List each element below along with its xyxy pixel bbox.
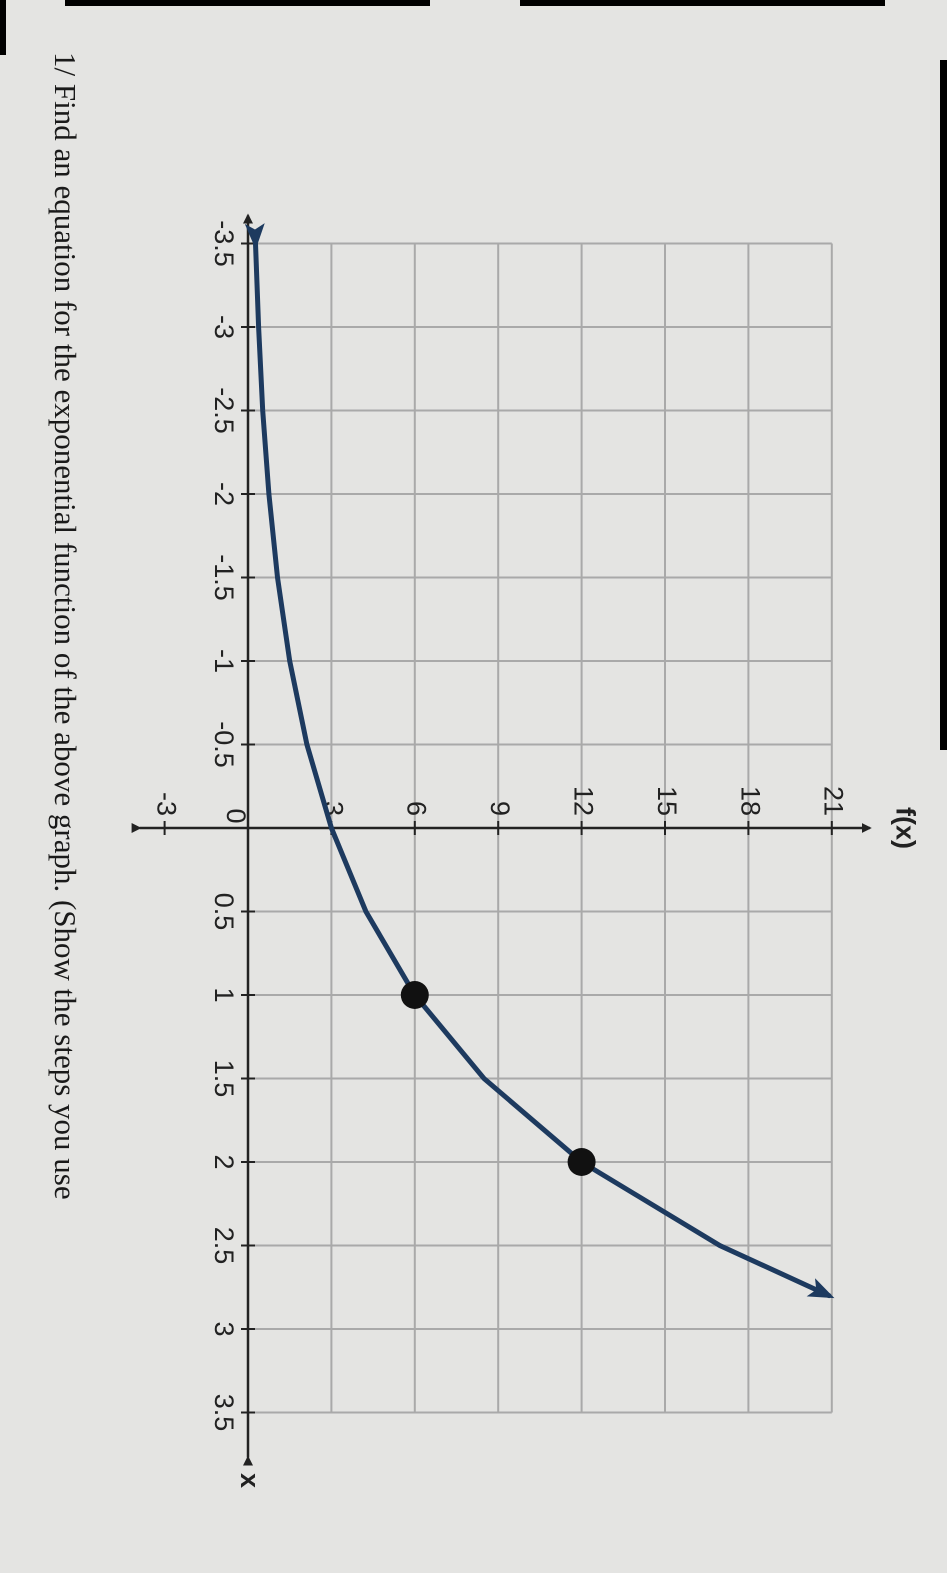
x-tick-label: 2.5	[209, 1227, 239, 1265]
edge-bar	[0, 0, 6, 55]
point	[567, 1148, 596, 1176]
x-tick-label: 1.5	[209, 1060, 239, 1098]
x-tick-label: -1	[209, 649, 239, 673]
x-tick-label: -3	[209, 315, 239, 339]
x-axis-title: x	[235, 1473, 265, 1488]
y-tick-label: 21	[819, 786, 849, 816]
edge-bar	[65, 0, 430, 6]
x-tick-label: 3.5	[209, 1394, 239, 1432]
edge-bar	[520, 0, 885, 6]
y-tick-label: 18	[735, 786, 765, 816]
x-tick-label: -2	[209, 482, 239, 506]
x-tick-label: 1	[209, 987, 239, 1002]
x-tick-label: -0.5	[209, 721, 239, 768]
x-tick-label: 2	[209, 1154, 239, 1169]
x-tick-label: -3.5	[209, 220, 239, 267]
x-tick-label: -1.5	[209, 554, 239, 601]
y-tick-label: 6	[402, 801, 432, 816]
y-axis-title: f(x)	[891, 807, 921, 849]
x-tick-label: 0.5	[209, 893, 239, 931]
y-tick-label: 12	[568, 786, 598, 816]
point	[400, 981, 429, 1009]
edge-bar	[940, 60, 947, 750]
x-tick-label: 0	[221, 808, 251, 823]
question: 1/ Find an equation for the exponential …	[48, 52, 83, 1200]
x-tick-label: -2.5	[209, 387, 239, 434]
plot: -3.5 -3 -2.5 -2 -1.5 -1 -0.5 0 0.5 1 1.5 2 2.5 3 3.5 -3…	[131, 213, 921, 1488]
y-tick-label: -3	[151, 792, 181, 816]
x-tick-label: 3	[209, 1321, 239, 1336]
y-tick-label: 9	[485, 801, 515, 816]
curve	[244, 223, 835, 1299]
y-tick-label: 15	[652, 786, 682, 816]
